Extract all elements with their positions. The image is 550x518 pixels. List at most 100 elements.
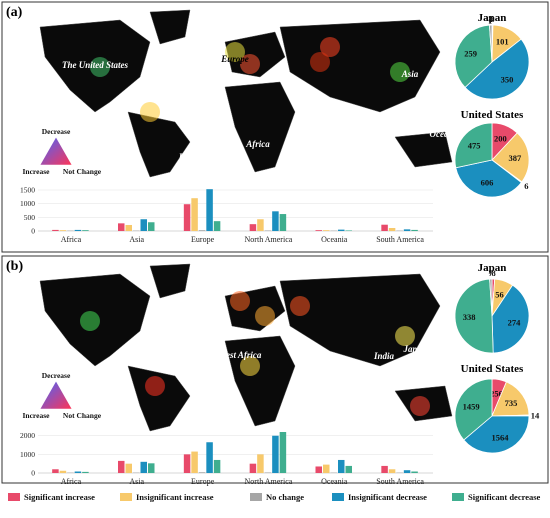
bar <box>214 460 221 473</box>
bar <box>381 225 388 231</box>
x-category-label: Asia <box>129 235 144 244</box>
pie-slice-label: 274 <box>508 317 522 327</box>
color-triangle <box>40 137 72 165</box>
bar <box>75 230 82 231</box>
bar <box>323 230 330 231</box>
heat-spot <box>410 396 430 416</box>
bar <box>184 454 191 473</box>
map-region-label: Europe <box>220 54 249 64</box>
heat-spot <box>255 306 275 326</box>
triangle-top-label: Decrease <box>42 127 71 136</box>
bar <box>272 211 279 231</box>
panel-a: (a)The United StatesEuropeAsiaAfricaOcea… <box>2 2 548 252</box>
landmass <box>128 112 190 177</box>
bar <box>280 214 287 231</box>
x-category-label: Africa <box>61 235 82 244</box>
bar <box>148 222 155 231</box>
map-region-label: Brazil <box>178 152 202 162</box>
bar <box>214 221 221 231</box>
pie-slice-label: 6 <box>524 181 528 191</box>
bar <box>323 465 330 473</box>
bar <box>272 436 279 473</box>
triangle-left-label: Increase <box>23 167 51 176</box>
bar <box>52 230 59 231</box>
color-triangle <box>40 381 72 409</box>
bar <box>82 472 89 473</box>
pie-slice-label: 606 <box>481 177 494 187</box>
panel-label: (b) <box>6 259 23 274</box>
bar <box>250 224 257 231</box>
y-tick-label: 500 <box>24 213 36 222</box>
bar <box>60 471 67 473</box>
pie-title: United States <box>461 363 524 375</box>
map-region-label: The United States <box>62 60 128 70</box>
heat-spot <box>290 296 310 316</box>
heat-spot <box>145 376 165 396</box>
heat-spot <box>80 311 100 331</box>
pie-title: United States <box>461 109 524 121</box>
bar <box>411 230 418 231</box>
y-tick-label: 1000 <box>20 199 35 208</box>
bar <box>118 461 125 473</box>
legend: Significant increase Insignificant increa… <box>8 492 541 502</box>
bar <box>82 230 89 231</box>
legend-entry-label: Significant increase <box>24 492 95 502</box>
bar <box>206 189 213 231</box>
map-region-label: South Asia <box>365 375 406 385</box>
bar <box>404 229 411 231</box>
landmass <box>225 82 295 172</box>
bar <box>265 472 272 473</box>
legend-entry-label: Insignificant increase <box>136 492 214 502</box>
bar <box>199 230 206 231</box>
heat-spot <box>230 291 250 311</box>
y-tick-label: 2000 <box>20 431 35 440</box>
landmass <box>128 366 190 431</box>
triangle-top-label: Decrease <box>42 371 71 380</box>
pie-slice-label: 101 <box>496 37 509 47</box>
legend-swatch <box>120 493 132 501</box>
pie-slice-label: 387 <box>508 153 522 163</box>
legend-swatch <box>332 493 344 501</box>
x-category-label: South America <box>376 477 424 486</box>
bar <box>404 470 411 473</box>
triangle-right-label: Not Change <box>63 167 102 176</box>
bar <box>389 228 396 231</box>
bar <box>75 472 82 473</box>
bar <box>191 198 198 231</box>
x-category-label: North America <box>245 477 293 486</box>
legend-entry-label: Insignificant decrease <box>348 492 427 502</box>
bar <box>280 432 287 473</box>
pie-slice-label: 8 <box>488 14 492 24</box>
bar <box>206 442 213 473</box>
heat-spot <box>140 102 160 122</box>
pie-slice-label: 14 <box>531 410 540 420</box>
bar <box>381 466 388 473</box>
x-category-label: Asia <box>129 477 144 486</box>
bar <box>411 472 418 473</box>
bar <box>346 466 353 473</box>
landmass <box>150 10 190 44</box>
bar <box>338 460 345 473</box>
legend-swatch <box>452 493 464 501</box>
bar <box>316 230 323 231</box>
bar <box>346 230 353 231</box>
bar <box>60 230 67 231</box>
bar <box>118 223 125 231</box>
pie-slice-label: 735 <box>505 398 518 408</box>
x-category-label: North America <box>245 235 293 244</box>
x-category-label: Oceania <box>321 235 348 244</box>
bar <box>184 204 191 231</box>
bar <box>338 230 345 231</box>
pie-slice-label: 56 <box>495 289 504 299</box>
bar <box>52 469 59 473</box>
map-region-label: South America <box>132 338 188 348</box>
bar <box>148 463 155 473</box>
